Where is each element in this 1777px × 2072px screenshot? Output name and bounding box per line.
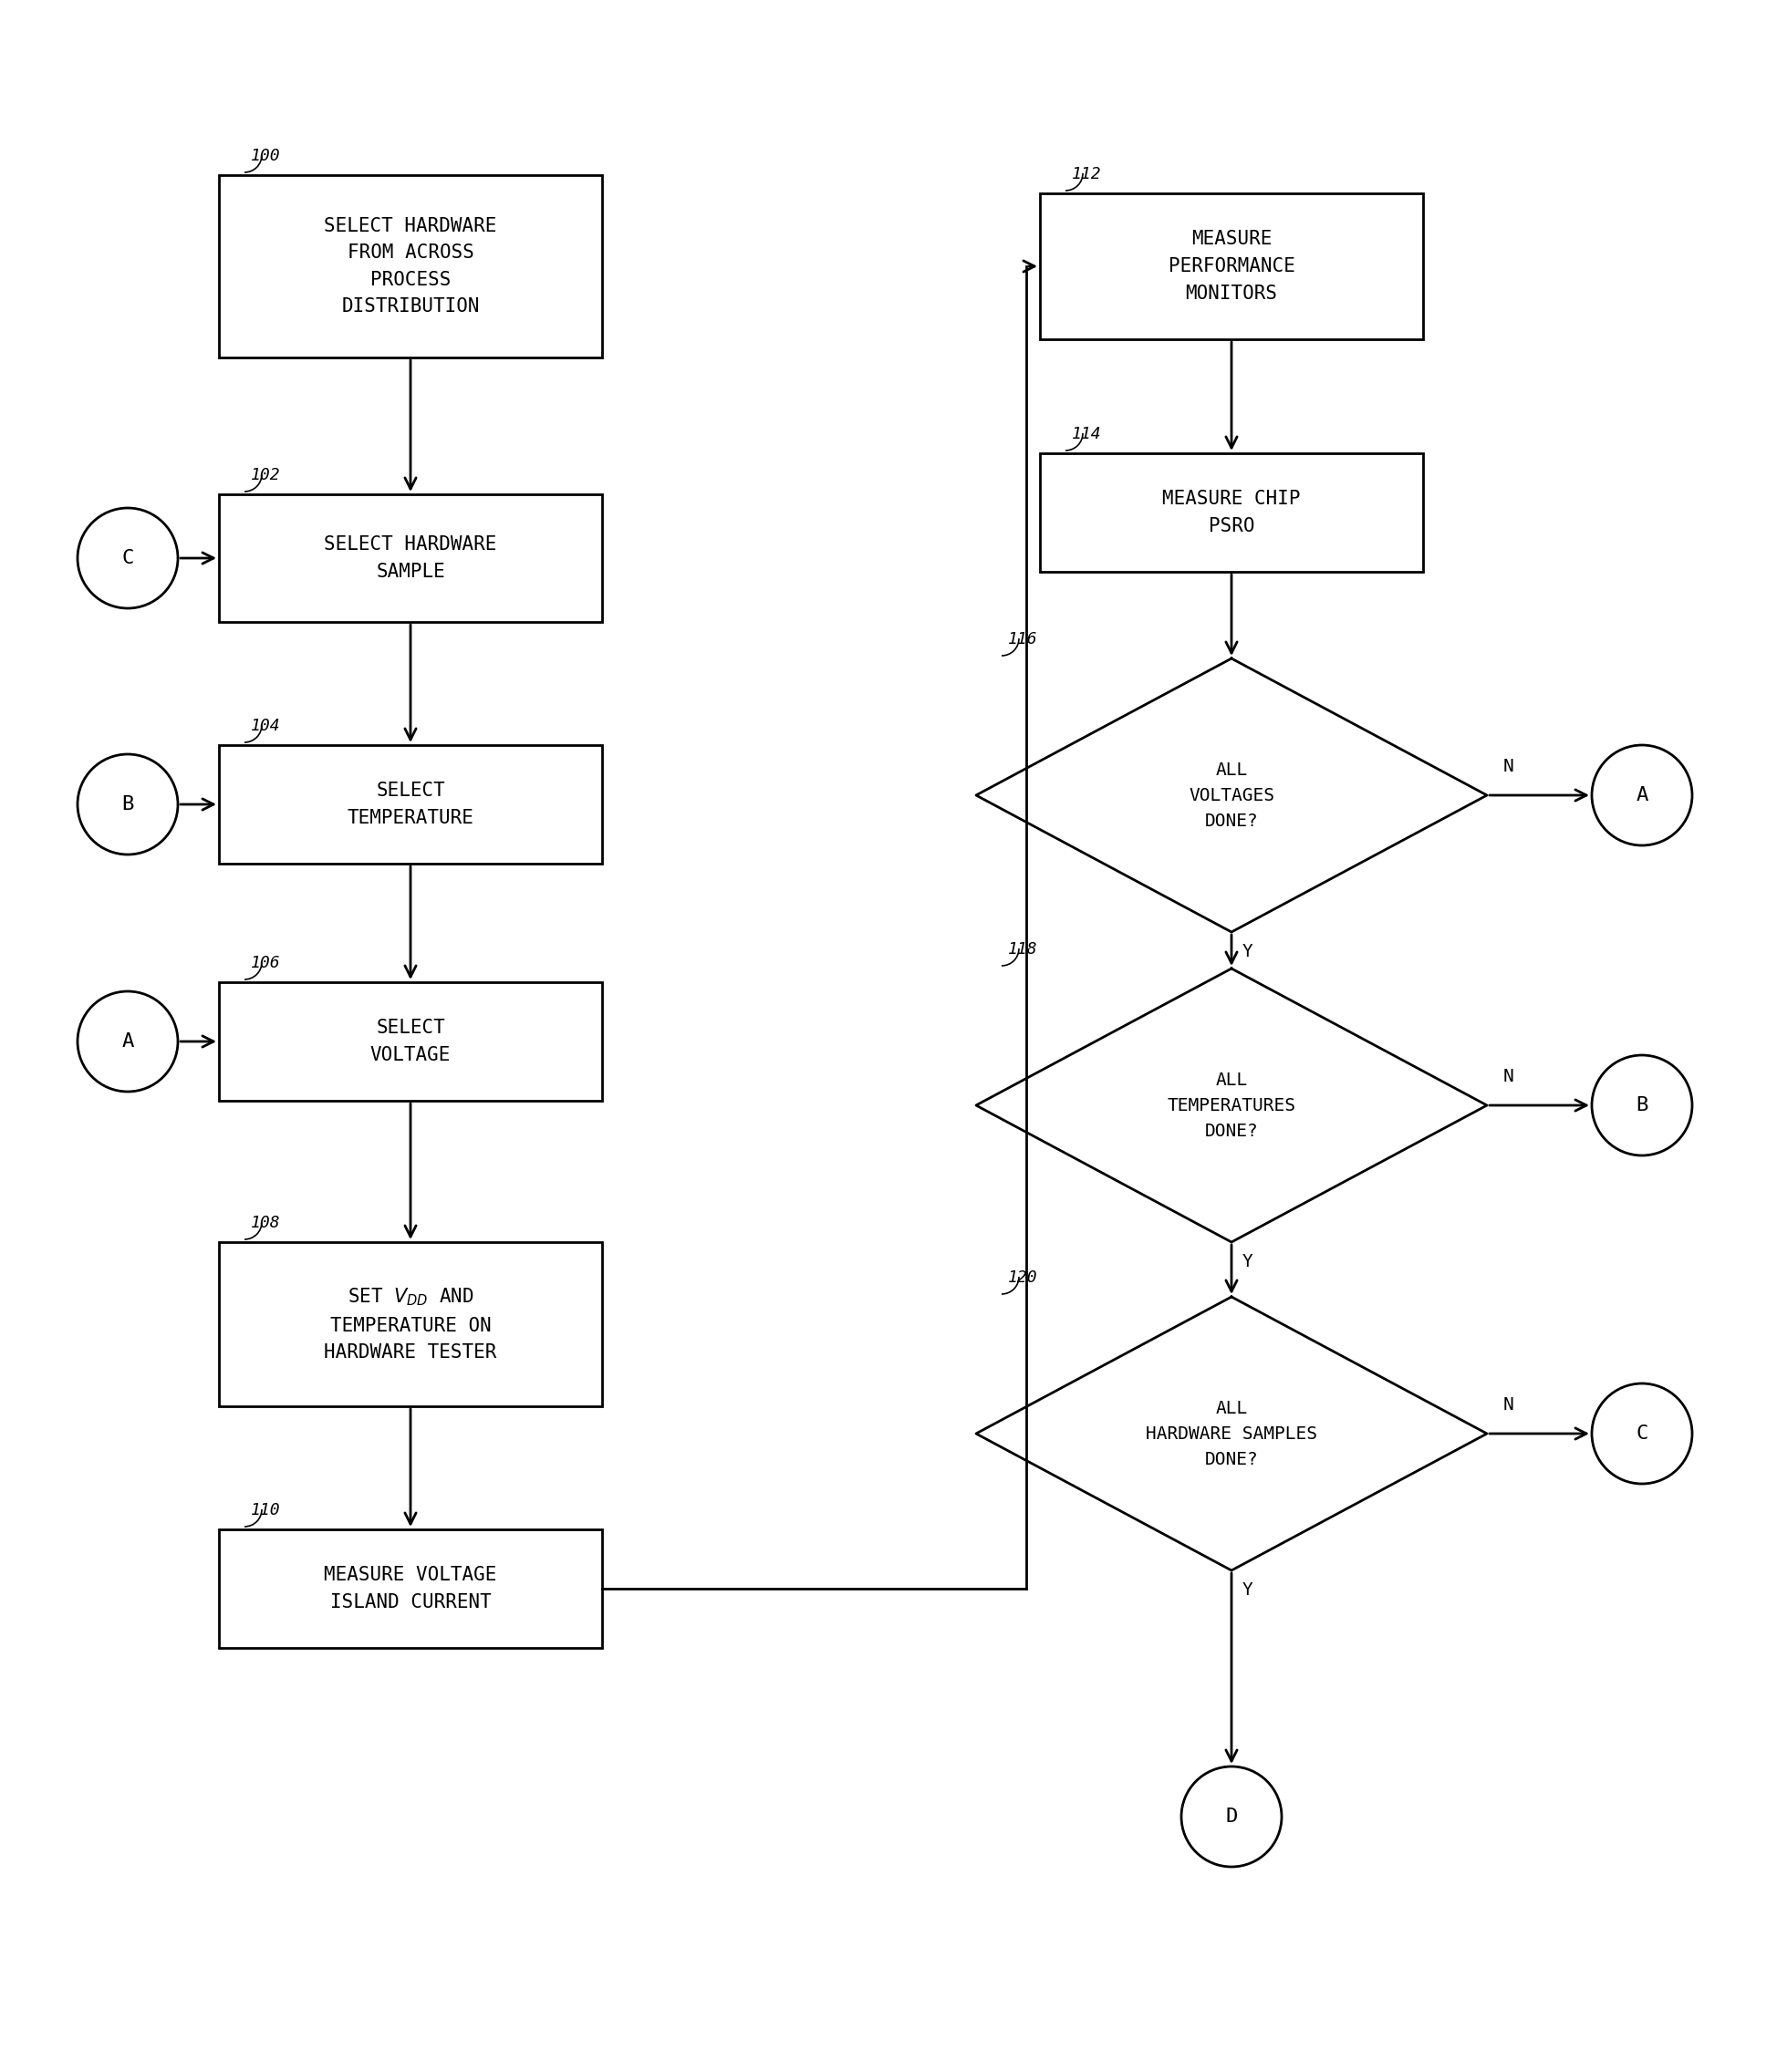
- Text: 106: 106: [251, 955, 281, 972]
- Circle shape: [78, 508, 178, 609]
- Text: 100: 100: [251, 147, 281, 164]
- Circle shape: [1592, 746, 1692, 845]
- Text: N: N: [1503, 1067, 1514, 1086]
- Text: SELECT
TEMPERATURE: SELECT TEMPERATURE: [347, 781, 474, 827]
- Text: MEASURE CHIP
PSRO: MEASURE CHIP PSRO: [1162, 489, 1301, 535]
- Text: 116: 116: [1008, 632, 1038, 649]
- Text: SELECT
VOLTAGE: SELECT VOLTAGE: [370, 1019, 451, 1065]
- Circle shape: [78, 990, 178, 1092]
- FancyBboxPatch shape: [219, 746, 602, 864]
- FancyBboxPatch shape: [1040, 193, 1423, 340]
- FancyBboxPatch shape: [219, 1529, 602, 1647]
- Text: Y: Y: [1242, 1581, 1253, 1600]
- Polygon shape: [976, 968, 1487, 1241]
- Text: SET $V_{DD}$ AND
TEMPERATURE ON
HARDWARE TESTER: SET $V_{DD}$ AND TEMPERATURE ON HARDWARE…: [323, 1287, 498, 1361]
- Text: 112: 112: [1072, 166, 1102, 182]
- Text: D: D: [1226, 1807, 1237, 1825]
- FancyBboxPatch shape: [219, 176, 602, 358]
- Text: C: C: [1637, 1426, 1647, 1442]
- Text: Y: Y: [1242, 943, 1253, 959]
- Text: ALL
VOLTAGES
DONE?: ALL VOLTAGES DONE?: [1189, 760, 1274, 829]
- Circle shape: [1182, 1767, 1281, 1867]
- Text: 108: 108: [251, 1214, 281, 1231]
- Circle shape: [1592, 1384, 1692, 1484]
- Text: MEASURE
PERFORMANCE
MONITORS: MEASURE PERFORMANCE MONITORS: [1167, 230, 1295, 303]
- Text: ALL
HARDWARE SAMPLES
DONE?: ALL HARDWARE SAMPLES DONE?: [1146, 1399, 1317, 1467]
- Text: MEASURE VOLTAGE
ISLAND CURRENT: MEASURE VOLTAGE ISLAND CURRENT: [323, 1566, 498, 1612]
- Text: SELECT HARDWARE
SAMPLE: SELECT HARDWARE SAMPLE: [323, 535, 498, 580]
- Polygon shape: [976, 659, 1487, 932]
- FancyBboxPatch shape: [219, 982, 602, 1100]
- Text: C: C: [121, 549, 133, 568]
- Text: 102: 102: [251, 466, 281, 483]
- Text: B: B: [121, 796, 133, 814]
- Text: 114: 114: [1072, 427, 1102, 441]
- Text: 120: 120: [1008, 1270, 1038, 1287]
- Text: Y: Y: [1242, 1254, 1253, 1270]
- Text: B: B: [1637, 1096, 1647, 1115]
- Text: 110: 110: [251, 1502, 281, 1519]
- Circle shape: [78, 754, 178, 854]
- Text: 104: 104: [251, 717, 281, 733]
- Circle shape: [1592, 1055, 1692, 1156]
- FancyBboxPatch shape: [219, 1241, 602, 1407]
- Text: SELECT HARDWARE
FROM ACROSS
PROCESS
DISTRIBUTION: SELECT HARDWARE FROM ACROSS PROCESS DIST…: [323, 218, 498, 315]
- Text: N: N: [1503, 1397, 1514, 1413]
- Text: A: A: [121, 1032, 133, 1051]
- Text: ALL
TEMPERATURES
DONE?: ALL TEMPERATURES DONE?: [1167, 1071, 1295, 1140]
- Polygon shape: [976, 1297, 1487, 1571]
- Text: A: A: [1637, 785, 1647, 804]
- Text: N: N: [1503, 758, 1514, 775]
- Text: 118: 118: [1008, 941, 1038, 957]
- FancyBboxPatch shape: [1040, 454, 1423, 572]
- FancyBboxPatch shape: [219, 495, 602, 622]
